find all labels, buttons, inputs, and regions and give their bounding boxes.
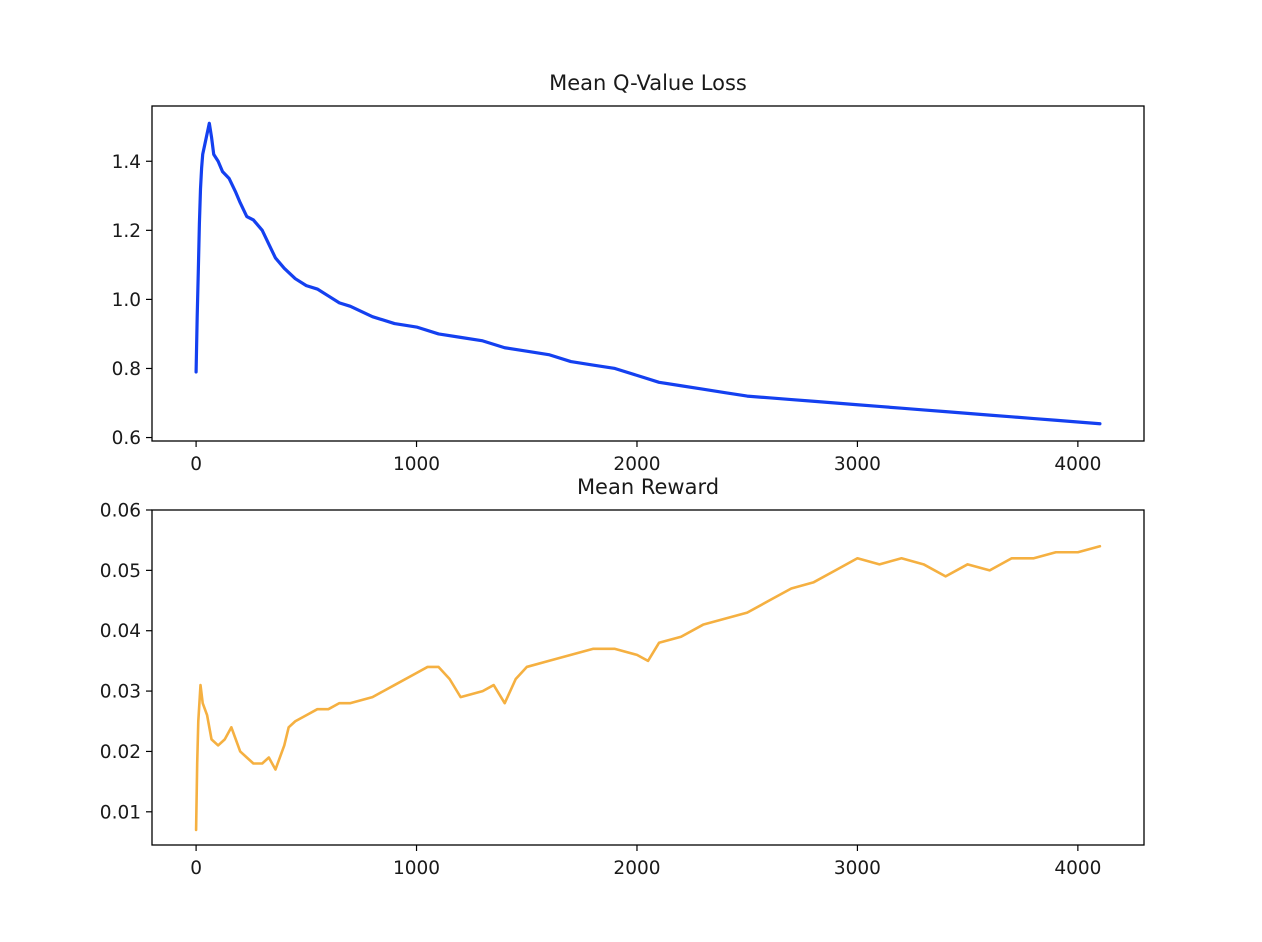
reward-x-tick-label: 3000 [834, 858, 881, 879]
loss-y-tick-label: 1.4 [112, 152, 141, 173]
loss-x-tick-label: 1000 [393, 454, 440, 475]
loss-y-tick-label: 0.8 [112, 359, 141, 380]
loss-axes-frame [151, 105, 1145, 442]
loss-x-tick-label: 2000 [613, 454, 660, 475]
reward-y-tick-label: 0.04 [100, 621, 141, 642]
reward-y-tick-label: 0.05 [100, 561, 141, 582]
reward-x-tick-label: 2000 [613, 858, 660, 879]
loss-tick-group: 0 1000 2000 3000 4000 0.6 0.8 1.0 1.2 1.4 [112, 152, 1102, 475]
reward-x-tick-label: 0 [190, 858, 202, 879]
reward-x-tick-label: 1000 [393, 858, 440, 879]
loss-chart-title: Mean Q-Value Loss [549, 71, 747, 95]
reward-axes-frame [151, 509, 1145, 846]
loss-y-tick-label: 1.2 [112, 221, 141, 242]
reward-y-tick-label: 0.03 [100, 682, 141, 703]
loss-y-tick-label: 1.0 [112, 290, 141, 311]
reward-plot-clip-group [194, 544, 1102, 832]
loss-x-tick-label: 3000 [834, 454, 881, 475]
loss-y-tick-label: 0.6 [112, 428, 141, 449]
reward-series-line-0 [194, 544, 1102, 832]
reward-x-tick-label: 4000 [1054, 858, 1101, 879]
reward-y-tick-label: 0.01 [100, 802, 141, 823]
reward-chart-title: Mean Reward [577, 475, 719, 499]
loss-x-tick-label: 0 [190, 454, 202, 475]
reward-subplot: 0 1000 2000 3000 4000 0.01 0.02 0.03 0.04 0.05 0.0… [100, 475, 1145, 880]
loss-plot-clip-group [194, 121, 1102, 426]
loss-subplot: 0 1000 2000 3000 4000 0.6 0.8 1.0 1.2 1.4 Mean Q-… [112, 71, 1145, 475]
reward-y-tick-label: 0.02 [100, 742, 141, 763]
loss-series-line-0 [194, 121, 1102, 426]
loss-x-tick-label: 4000 [1054, 454, 1101, 475]
reward-tick-group: 0 1000 2000 3000 4000 0.01 0.02 0.03 0.04 0.05 0.0… [100, 501, 1102, 880]
reward-y-tick-label: 0.06 [100, 501, 141, 522]
